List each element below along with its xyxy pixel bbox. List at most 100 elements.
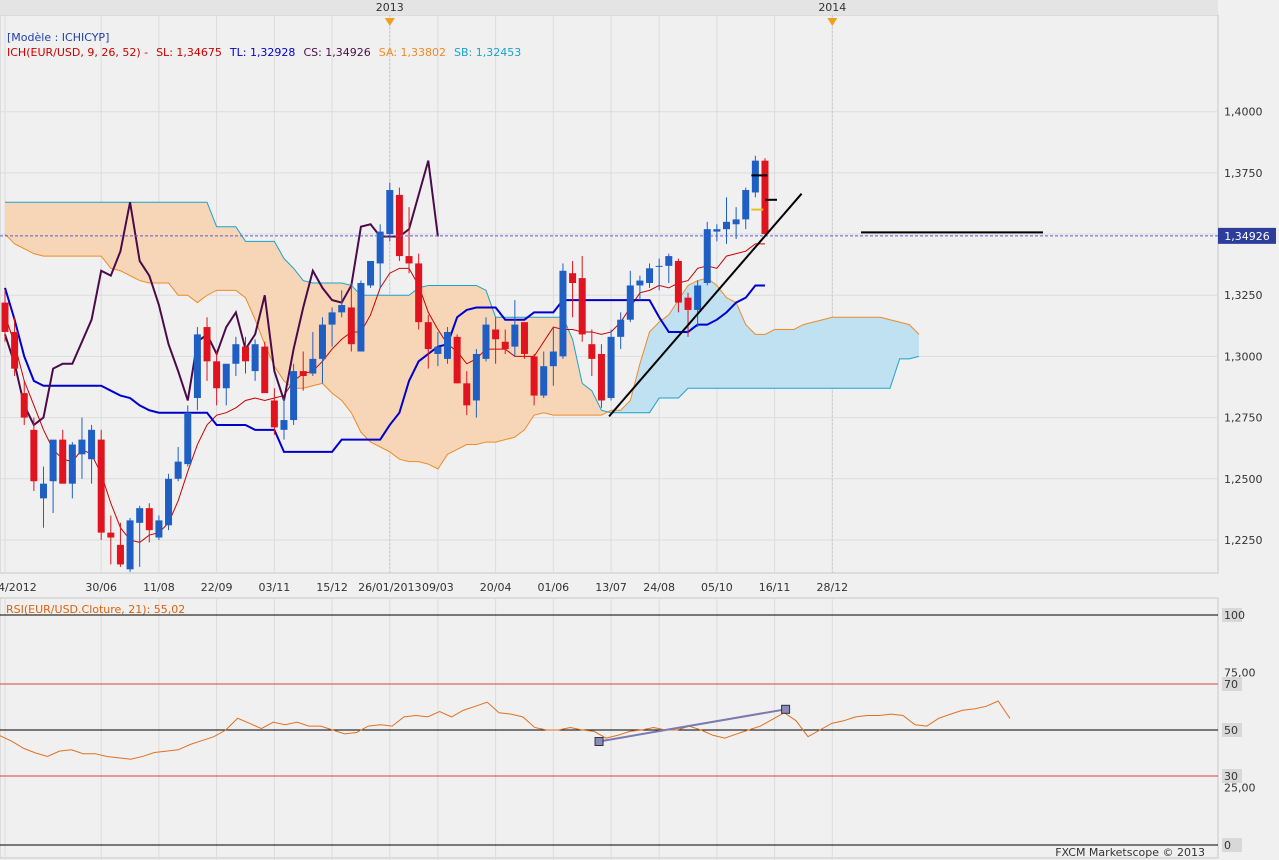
candle-body	[11, 331, 19, 369]
candle-body	[559, 270, 567, 357]
candle-body	[97, 439, 105, 533]
legend-item: SL: 1,34675	[156, 46, 222, 59]
candle-body	[684, 297, 692, 310]
candle-body	[299, 371, 307, 376]
candle-body	[520, 322, 528, 354]
rsi-tick-label: 75,00	[1224, 667, 1256, 680]
x-tick-label: 15/12	[316, 581, 348, 594]
y-tick-label: 1,2250	[1224, 534, 1263, 547]
chikou-span-line	[4, 160, 439, 427]
y-tick-label: 1,3000	[1224, 350, 1263, 363]
rsi-tick-box	[1222, 769, 1242, 783]
candle-body	[1, 302, 9, 332]
candle-body	[703, 229, 711, 284]
candle-body	[424, 322, 432, 350]
legend-item: SA: 1,33802	[379, 46, 446, 59]
candle-body	[655, 265, 663, 267]
y-tick-label: 1,3250	[1224, 289, 1263, 302]
candle-body	[78, 439, 86, 455]
candle-body	[626, 285, 634, 320]
candle-body	[607, 336, 615, 399]
candle-body	[126, 520, 134, 570]
legend-item: ICH(EUR/USD, 9, 26, 52) -	[7, 46, 148, 59]
candle-body	[309, 358, 317, 374]
current-price-badge	[1218, 227, 1276, 244]
candle-body	[732, 219, 740, 225]
kijun-sen-line	[4, 284, 765, 453]
candle-body	[347, 307, 355, 345]
candle-body	[578, 278, 586, 335]
candle-body	[588, 344, 596, 359]
candle-body	[434, 346, 442, 354]
x-tick-label: 28/04/2012	[0, 581, 37, 594]
candle-body	[290, 371, 298, 421]
candle-body	[617, 319, 625, 337]
senkou-span-b-line	[5, 201, 920, 414]
candle-body	[501, 341, 509, 350]
candle-body	[751, 160, 759, 193]
candle-body	[213, 361, 221, 389]
rsi-tick-box	[1222, 838, 1242, 852]
top-marker-strip	[0, 0, 1218, 15]
legend-item: SB: 1,32453	[454, 46, 521, 59]
current-price-label: 1,34926	[1224, 230, 1270, 243]
rsi-divergence-handle	[594, 737, 604, 746]
support-trend-line	[608, 193, 803, 418]
candle-body	[193, 334, 201, 399]
rsi-divergence-line	[598, 708, 786, 743]
grid	[0, 0, 1219, 860]
candle-body	[68, 444, 76, 484]
candle-body	[174, 461, 182, 479]
candle-body	[482, 324, 490, 359]
candle-body	[39, 483, 47, 499]
candle-body	[540, 366, 548, 396]
candle-body	[222, 363, 230, 389]
candle-body	[549, 351, 557, 367]
candle-body	[636, 280, 644, 286]
drawings	[0, 174, 1218, 746]
candle-body	[472, 353, 480, 401]
year-marker-arrow	[827, 18, 838, 26]
candle-body	[723, 221, 730, 230]
candle-body	[184, 412, 192, 465]
candle-body	[338, 305, 346, 313]
rsi-tick-label: 0	[1224, 839, 1231, 852]
candle-body	[511, 324, 519, 347]
candle-body	[261, 346, 269, 394]
rsi-line	[0, 700, 1011, 760]
x-tick-label: 20/04	[480, 581, 512, 594]
x-tick-label: 16/11	[759, 581, 791, 594]
candle-body	[415, 263, 423, 323]
candle-body	[88, 429, 96, 460]
candle-body	[492, 329, 500, 340]
x-tick-label: 01/06	[537, 581, 569, 594]
x-tick-label: 11/08	[143, 581, 175, 594]
x-tick-label: 26/01/2013	[358, 581, 421, 594]
candle-body	[328, 312, 336, 325]
x-tick-label: 24/08	[643, 581, 675, 594]
candle-body	[665, 256, 673, 266]
x-tick-label: 13/07	[595, 581, 627, 594]
x-tick-label: 09/03	[422, 581, 454, 594]
candle-body	[155, 520, 163, 538]
rsi-tick-label: 100	[1224, 609, 1245, 622]
y-tick-label: 1,3750	[1224, 167, 1263, 180]
kumo-segment	[5, 202, 612, 469]
y-tick-label: 1,2750	[1224, 412, 1263, 425]
candles	[1, 155, 769, 572]
candle-body	[30, 429, 38, 482]
candle-body	[463, 383, 471, 406]
candle-body	[251, 344, 259, 372]
candle-body	[145, 508, 153, 531]
candle-body	[453, 336, 461, 384]
candle-body	[270, 400, 278, 428]
rsi-tick-label: 25,00	[1224, 782, 1256, 795]
y-tick-label: 1,2500	[1224, 473, 1263, 486]
rsi-tick-box	[1222, 677, 1242, 691]
rsi-tick-label: 30	[1224, 770, 1238, 783]
x-tick-label: 30/06	[85, 581, 117, 594]
x-tick-label: 03/11	[259, 581, 291, 594]
candle-body	[597, 353, 605, 401]
candle-body	[530, 356, 538, 396]
